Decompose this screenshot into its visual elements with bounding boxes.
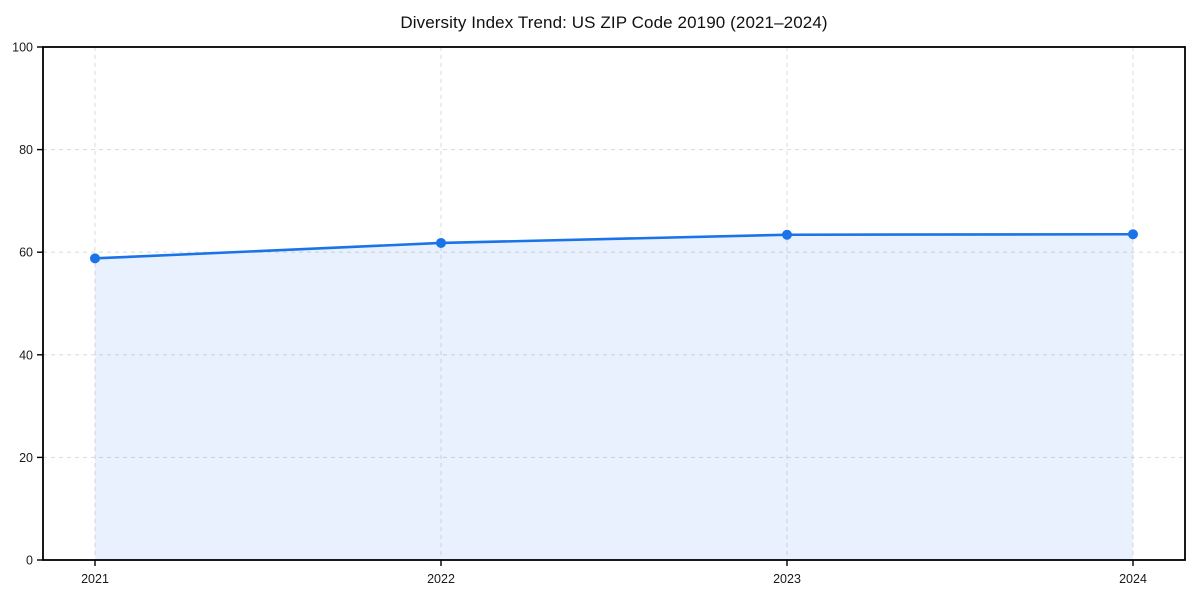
trend-line — [93, 232, 1135, 260]
data-point[interactable] — [782, 229, 792, 240]
y-tick-label: 20 — [19, 451, 33, 465]
y-tick-label: 100 — [12, 41, 33, 55]
x-tick-label: 2024 — [1119, 572, 1147, 586]
data-point[interactable] — [1128, 229, 1138, 240]
x-tick-label: 2021 — [81, 572, 109, 586]
plot-area — [43, 47, 1185, 560]
area-fill — [95, 234, 1133, 560]
x-tick-label: 2022 — [427, 572, 455, 586]
y-tick-label: 0 — [26, 554, 33, 568]
y-tick-label: 40 — [19, 348, 33, 362]
data-point[interactable] — [436, 237, 446, 248]
y-tick-label: 80 — [19, 143, 33, 157]
y-tick-label: 60 — [19, 246, 33, 260]
data-point[interactable] — [90, 253, 100, 264]
x-tick-label: 2023 — [773, 572, 801, 586]
plot-border — [42, 46, 1186, 561]
chart-title: Diversity Index Trend: US ZIP Code 20190… — [400, 13, 828, 32]
